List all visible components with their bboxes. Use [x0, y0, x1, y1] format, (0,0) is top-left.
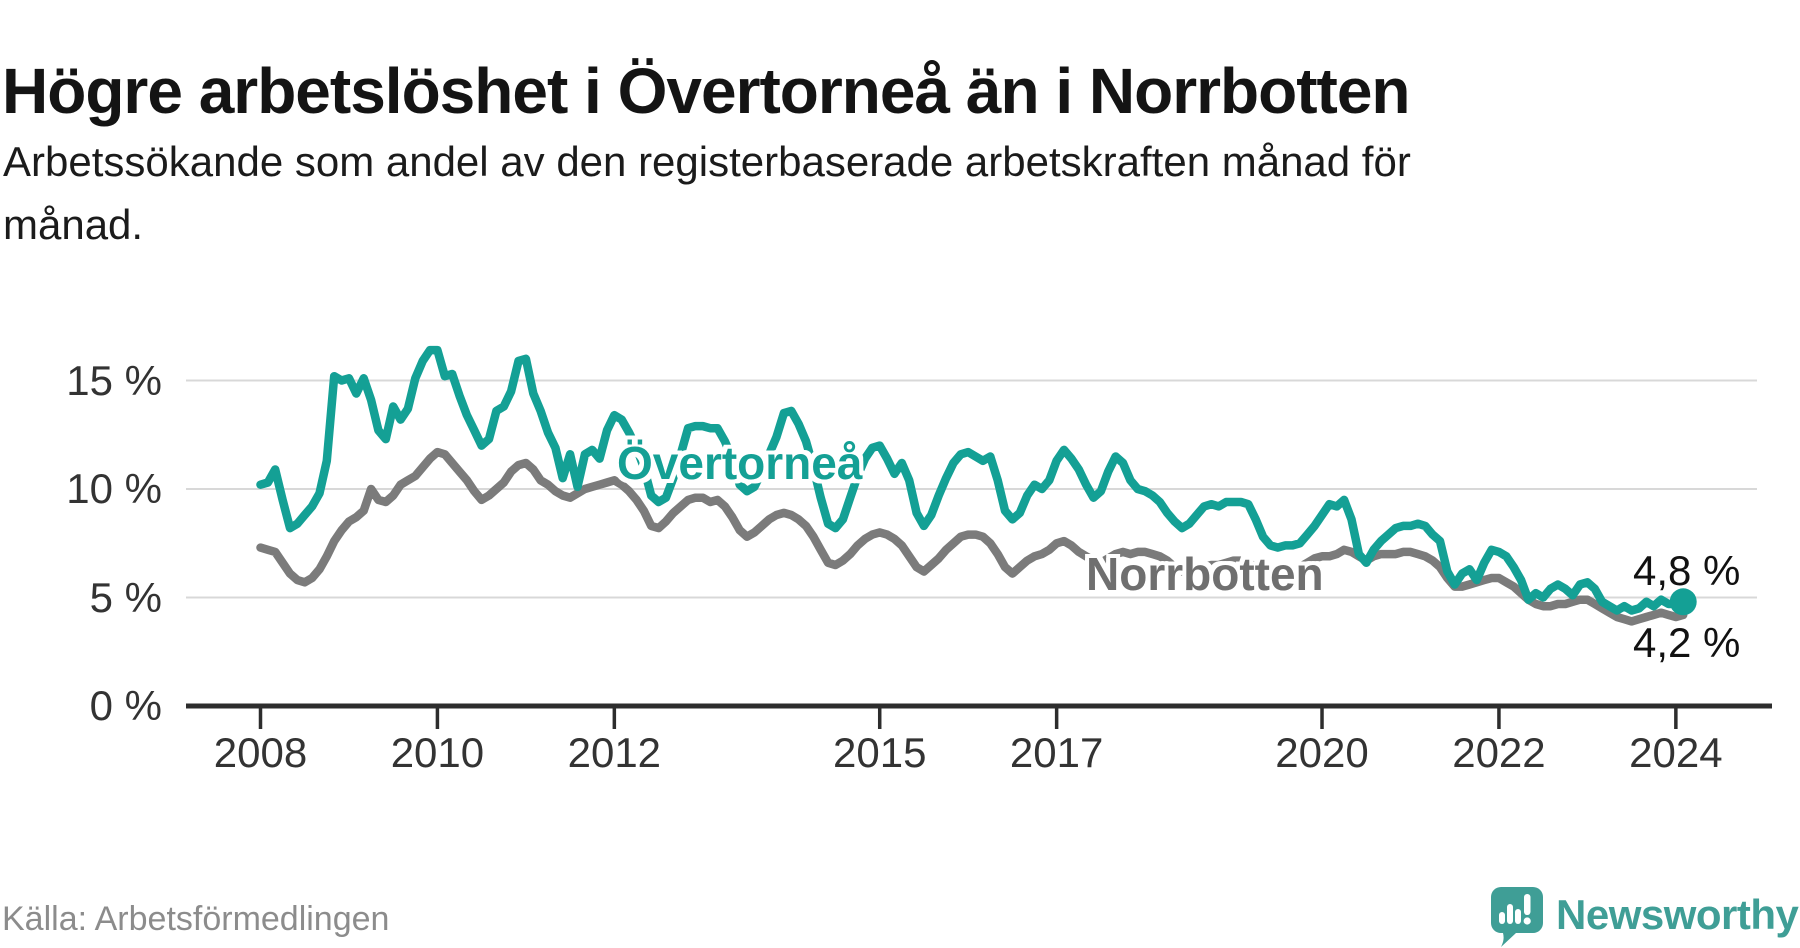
brand-name: Newsworthy: [1556, 891, 1799, 938]
x-axis-label: 2017: [1009, 729, 1104, 776]
series-line-norrbotten: [256, 447, 1688, 626]
y-axis-label: 10 %: [66, 465, 162, 512]
y-axis-label: 15 %: [66, 356, 162, 404]
logo-exclamation-icon: [1524, 894, 1531, 915]
x-axis-label: 2010: [390, 729, 485, 776]
series-label-overtornea: Övertorneå: [617, 437, 863, 489]
logo-bar-icon: [1507, 904, 1513, 924]
logo-bar-icon: [1515, 909, 1521, 924]
series-label-norrbotten: Norrbotten: [1086, 548, 1324, 600]
x-axis-label: 2015: [833, 729, 927, 776]
end-value-norrbotten: 4,2 %: [1633, 619, 1741, 666]
chart-subtitle: Arbetssökande som andel av den registerb…: [3, 130, 1503, 256]
series-end-dot-overtornea: [1669, 588, 1697, 616]
series-line-overtornea: [256, 345, 1688, 615]
logo-bar-icon: [1499, 912, 1505, 924]
x-axis-label: 2020: [1275, 729, 1369, 776]
logo-exclamation-dot-icon: [1523, 917, 1531, 925]
subtitle-line-1: Arbetssökande som andel av den registerb…: [3, 138, 1411, 185]
subtitle-line-2: månad.: [3, 201, 144, 248]
y-axis-label: 0 %: [89, 682, 162, 729]
x-axis-label: 2008: [213, 729, 308, 776]
source-note: Källa: Arbetsförmedlingen: [2, 900, 390, 938]
x-axis-label: 2024: [1629, 729, 1723, 776]
y-axis-label: 5 %: [89, 573, 162, 621]
page-title: Högre arbetslöshet i Övertorneå än i Nor…: [2, 54, 1411, 127]
x-axis-label: 2012: [567, 729, 662, 776]
newsworthy-logo-icon: [1491, 887, 1543, 947]
end-value-overtornea: 4,8 %: [1633, 547, 1741, 594]
x-axis-label: 2022: [1452, 729, 1546, 776]
